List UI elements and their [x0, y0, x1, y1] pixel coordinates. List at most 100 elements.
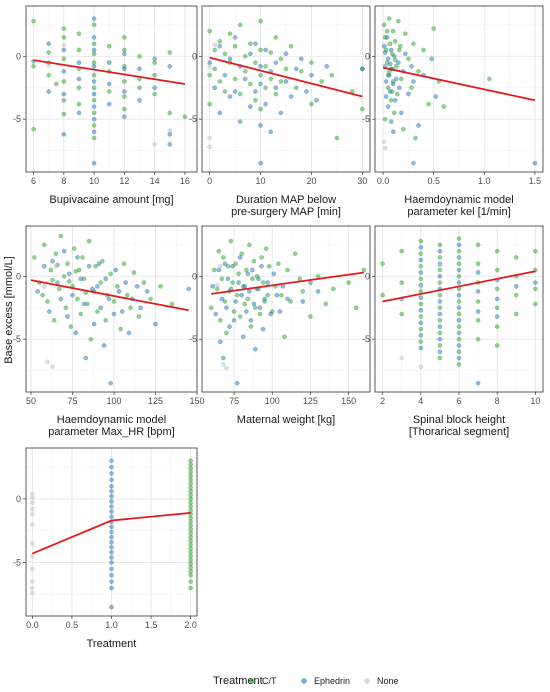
point-c-t: [188, 538, 193, 544]
point-c-t: [437, 330, 443, 336]
point-ephedrin: [416, 123, 421, 128]
point-ephedrin: [418, 320, 424, 326]
point-ephedrin: [248, 318, 254, 323]
point-c-t: [533, 301, 538, 307]
point-ephedrin: [234, 380, 240, 386]
point-c-t: [188, 527, 193, 532]
panel-3: 0.0 0.5 1.0 1.5 0 -5 Haemdoynamic modelparamet…: [362, 5, 544, 218]
point-ephedrin: [240, 334, 246, 339]
point-c-t: [91, 85, 97, 91]
point-c-t: [315, 274, 321, 279]
point-ephedrin: [411, 160, 416, 166]
trend-line: [211, 271, 365, 295]
point-ephedrin: [91, 116, 97, 122]
panel-background: [202, 226, 370, 392]
point-c-t: [111, 299, 117, 304]
point-c-t: [391, 110, 397, 116]
point-ephedrin: [418, 245, 424, 250]
point-ephedrin: [250, 267, 255, 273]
point-ephedrin: [225, 276, 231, 282]
point-ephedrin: [385, 56, 391, 62]
point-none: [418, 364, 424, 370]
point-c-t: [232, 76, 238, 82]
point-ephedrin: [456, 343, 462, 348]
point-c-t: [418, 301, 424, 307]
point-c-t: [136, 314, 142, 319]
point-ephedrin: [109, 585, 114, 591]
point-c-t: [93, 263, 99, 269]
point-c-t: [399, 280, 405, 285]
panel-1: 6 8 10 12 14 16 0 -5 Bupivacaine amount [mg]: [13, 5, 198, 206]
point-ephedrin: [106, 296, 112, 302]
point-c-t: [65, 261, 70, 267]
x-axis-title: parameter kel [1/min]: [407, 206, 510, 218]
point-ephedrin: [513, 284, 519, 289]
point-ephedrin: [237, 119, 243, 124]
points: [380, 236, 538, 386]
x-axis-title: Maternal weight [kg]: [237, 414, 335, 426]
point-ephedrin: [387, 61, 393, 67]
panel-2: 0 10 20 30 0 -5 Duration MAP belowpre-surgery …: [189, 5, 371, 218]
point-ephedrin: [263, 101, 268, 107]
point-ephedrin: [324, 64, 330, 69]
point-c-t: [292, 251, 298, 256]
x-tick-label: 30: [357, 176, 367, 186]
point-ephedrin: [360, 66, 365, 72]
point-c-t: [91, 22, 97, 28]
panel-border: [201, 225, 371, 393]
x-tick-label: 150: [341, 396, 356, 406]
legend-item-c-t: C/T: [249, 676, 277, 686]
y-tick-label: 0: [365, 51, 370, 61]
x-tick-label: 20: [306, 176, 316, 186]
point-ephedrin: [91, 16, 97, 21]
point-c-t: [331, 286, 336, 292]
point-ephedrin: [122, 89, 127, 94]
point-c-t: [71, 246, 77, 251]
legend-key: [301, 678, 307, 684]
x-tick-label: 75: [229, 396, 239, 406]
point-ephedrin: [383, 94, 389, 99]
point-c-t: [437, 318, 443, 323]
point-ephedrin: [109, 504, 114, 509]
point-c-t: [61, 35, 67, 40]
point-c-t: [91, 98, 97, 103]
x-tick-label: 10: [256, 176, 266, 186]
point-ephedrin: [388, 47, 394, 53]
point-ephedrin: [390, 81, 396, 87]
panel-5: 75 100 125 150 0 -5 Maternal weight [kg]: [189, 225, 371, 426]
point-c-t: [91, 72, 97, 78]
point-c-t: [437, 267, 443, 273]
point-c-t: [248, 81, 253, 87]
point-c-t: [31, 18, 36, 24]
point-c-t: [237, 91, 243, 97]
point-c-t: [381, 22, 387, 28]
point-c-t: [411, 41, 416, 47]
x-tick-label: 125: [148, 396, 163, 406]
x-tick-label: 1.0: [105, 620, 118, 630]
point-c-t: [385, 85, 391, 91]
y-axis-title: Base excess [mmol/L]: [3, 256, 15, 364]
point-ephedrin: [258, 123, 263, 128]
point-c-t: [251, 258, 257, 264]
point-ephedrin: [222, 261, 228, 267]
point-c-t: [456, 261, 462, 267]
point-c-t: [285, 267, 290, 273]
point-c-t: [76, 47, 82, 53]
point-c-t: [298, 69, 304, 74]
x-tick-label: 10: [530, 396, 540, 406]
point-ephedrin: [273, 85, 279, 91]
point-ephedrin: [388, 119, 394, 124]
point-c-t: [182, 114, 188, 119]
point-c-t: [46, 72, 51, 78]
point-c-t: [222, 299, 228, 304]
point-ephedrin: [386, 72, 392, 78]
point-ephedrin: [456, 330, 462, 336]
point-c-t: [392, 38, 398, 44]
point-c-t: [80, 255, 85, 260]
point-c-t: [243, 267, 249, 273]
point-c-t: [394, 91, 400, 97]
point-ephedrin: [109, 494, 114, 499]
point-ephedrin: [126, 330, 132, 336]
point-c-t: [396, 47, 402, 53]
